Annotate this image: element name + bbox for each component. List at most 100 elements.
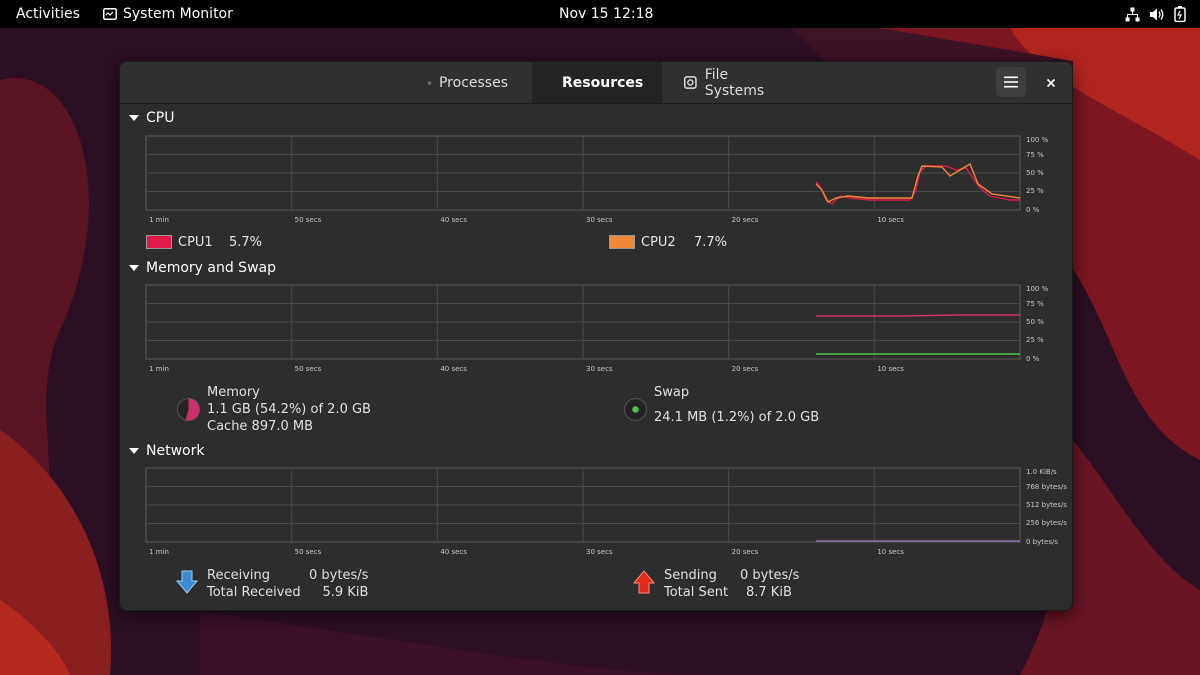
- time-tick-label: 30 secs: [586, 548, 613, 556]
- time-tick-label: 30 secs: [586, 365, 613, 373]
- time-tick-label: 10 secs: [877, 548, 904, 556]
- network-icon: [1125, 7, 1140, 21]
- cpu2-color-swatch[interactable]: [609, 235, 635, 249]
- expander-arrow-icon: [129, 265, 139, 271]
- sending-labels: Sending Total Sent: [664, 567, 728, 601]
- swap-pie-chart[interactable]: [622, 396, 649, 423]
- y-tick-label: 0 %: [1026, 355, 1040, 363]
- y-tick-label: 256 bytes/s: [1026, 519, 1067, 527]
- swap-usage: 24.1 MB (1.2%) of 2.0 GB: [654, 410, 820, 425]
- cpu2-history-line: [815, 162, 1021, 203]
- receiving-labels: Receiving Total Received: [207, 567, 301, 601]
- swap-label: Swap: [654, 385, 690, 400]
- time-tick-label: 40 secs: [440, 365, 467, 373]
- total-received-label: Total Received: [207, 585, 301, 600]
- tab-file-systems[interactable]: File Systems: [662, 62, 812, 103]
- top-bar: Activities System Monitor Nov 15 12:18: [0, 0, 1200, 28]
- y-tick-label: 25 %: [1026, 336, 1044, 344]
- sending-label: Sending: [664, 568, 717, 583]
- time-tick-label: 1 min: [149, 365, 169, 373]
- cpu1-value: 5.7%: [229, 235, 263, 250]
- sending-arrow-icon: [633, 570, 655, 594]
- header-bar: Processes Resources File Systems: [120, 62, 1072, 104]
- total-sent-value: 8.7 KiB: [746, 585, 792, 600]
- cpu2-label: CPU2: [641, 235, 676, 250]
- app-menu[interactable]: System Monitor: [103, 5, 233, 23]
- time-tick-label: 10 secs: [877, 216, 904, 224]
- disk-icon: [684, 76, 697, 89]
- list-icon: [428, 81, 431, 84]
- tab-resources[interactable]: Resources: [532, 62, 662, 103]
- memory-label: Memory: [207, 385, 260, 400]
- time-tick-label: 30 secs: [586, 216, 613, 224]
- close-icon: [1046, 78, 1056, 88]
- hamburger-menu-icon: [1004, 76, 1018, 88]
- clock[interactable]: Nov 15 12:18: [559, 6, 654, 22]
- cpu1-label: CPU1: [178, 235, 213, 250]
- y-tick-label: 75 %: [1026, 300, 1044, 308]
- memory-history-graph: 1 min 50 secs 40 secs 30 secs 20 secs 10 secs…: [145, 284, 1049, 373]
- system-monitor-window: Processes Resources File Systems CPU 1 m…: [119, 61, 1073, 611]
- memory-section-toggle[interactable]: Memory and Swap: [129, 260, 276, 276]
- swap-info: Swap 24.1 MB (1.2%) of 2.0 GB: [654, 384, 819, 426]
- sending-value: 0 bytes/s: [740, 568, 800, 583]
- tab-file-systems-label: File Systems: [704, 66, 765, 99]
- y-tick-label: 1.0 KiB/s: [1026, 468, 1057, 476]
- y-tick-label: 100 %: [1026, 136, 1049, 144]
- receiving-label: Receiving: [207, 568, 271, 583]
- system-tray[interactable]: [1125, 6, 1186, 22]
- memory-pie-chart[interactable]: [175, 396, 202, 423]
- time-tick-label: 10 secs: [877, 365, 904, 373]
- memory-info: Memory 1.1 GB (54.2%) of 2.0 GB Cache 89…: [207, 384, 371, 435]
- pie-slice: [632, 406, 639, 413]
- memory-cache: Cache 897.0 MB: [207, 419, 314, 434]
- tab-processes[interactable]: Processes: [406, 62, 530, 103]
- activities-button[interactable]: Activities: [16, 6, 80, 22]
- time-tick-label: 50 secs: [295, 365, 322, 373]
- pie-slice: [185, 398, 200, 421]
- time-tick-label: 20 secs: [732, 548, 759, 556]
- menu-button[interactable]: [996, 67, 1026, 97]
- y-tick-label: 0 bytes/s: [1026, 538, 1058, 546]
- y-tick-label: 50 %: [1026, 318, 1044, 326]
- volume-icon: [1150, 8, 1164, 20]
- y-tick-label: 512 bytes/s: [1026, 501, 1067, 509]
- cpu-section-title: CPU: [146, 110, 175, 126]
- close-button[interactable]: [1038, 70, 1064, 96]
- tab-resources-label: Resources: [562, 74, 644, 91]
- total-received-value: 5.9 KiB: [322, 585, 369, 600]
- y-tick-label: 50 %: [1026, 169, 1044, 177]
- time-tick-label: 50 secs: [295, 548, 322, 556]
- expander-arrow-icon: [129, 448, 139, 454]
- tab-processes-label: Processes: [438, 74, 508, 91]
- receiving-values: 0 bytes/s 5.9 KiB: [309, 567, 368, 601]
- time-tick-label: 1 min: [149, 548, 169, 556]
- system-monitor-icon: [103, 8, 117, 20]
- network-section-toggle[interactable]: Network: [129, 443, 204, 459]
- time-tick-label: 20 secs: [732, 216, 759, 224]
- memory-usage: 1.1 GB (54.2%) of 2.0 GB: [207, 402, 371, 417]
- cpu2-value: 7.7%: [694, 235, 728, 250]
- cpu1-history-line: [815, 165, 1020, 205]
- cpu-history-graph: 1 min 50 secs 40 secs 30 secs 20 secs 10 secs…: [145, 135, 1049, 224]
- cpu1-color-swatch[interactable]: [146, 235, 172, 249]
- network-section-title: Network: [146, 443, 205, 459]
- time-tick-label: 50 secs: [295, 216, 322, 224]
- time-tick-label: 1 min: [149, 216, 169, 224]
- network-history-graph: 1 min 50 secs 40 secs 30 secs 20 secs 10 secs…: [145, 467, 1067, 556]
- receiving-arrow-icon: [176, 570, 198, 594]
- y-tick-label: 768 bytes/s: [1026, 483, 1067, 491]
- memory-section-title: Memory and Swap: [146, 260, 276, 276]
- y-tick-label: 25 %: [1026, 187, 1044, 195]
- y-tick-label: 100 %: [1026, 285, 1049, 293]
- time-tick-label: 40 secs: [440, 216, 467, 224]
- expander-arrow-icon: [129, 115, 139, 121]
- time-tick-label: 20 secs: [732, 365, 759, 373]
- sending-values: 0 bytes/s 8.7 KiB: [740, 567, 799, 601]
- time-tick-label: 40 secs: [440, 548, 467, 556]
- memory-history-line: [816, 314, 1020, 317]
- receiving-value: 0 bytes/s: [309, 568, 369, 583]
- cpu-section-toggle[interactable]: CPU: [129, 110, 174, 126]
- total-sent-label: Total Sent: [664, 585, 729, 600]
- battery-icon: [1174, 6, 1186, 22]
